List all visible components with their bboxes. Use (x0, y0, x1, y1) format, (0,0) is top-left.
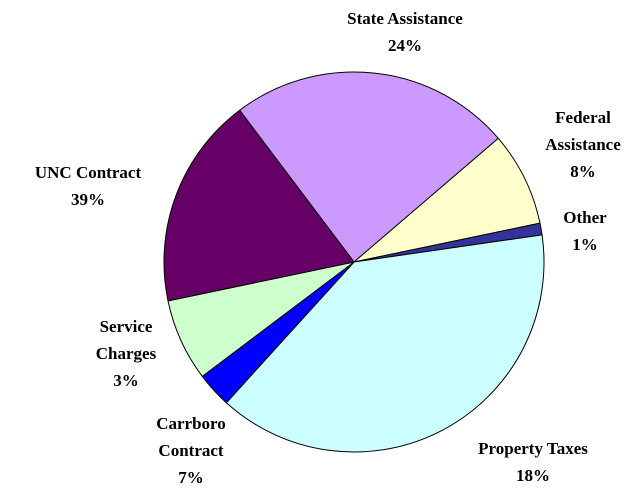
slice-label: Service Charges (95, 317, 157, 363)
slice-label: Federal Assistance (545, 108, 621, 154)
pie-slice (225, 234, 545, 453)
slice-label: 8% (570, 162, 596, 181)
pie-slice (163, 109, 355, 302)
slice-label: Property Taxes (478, 439, 588, 458)
slice-label: 3% (113, 371, 139, 390)
slice-label: State Assistance (347, 9, 463, 28)
slice-label: 18% (516, 466, 550, 485)
slice-label: Other (563, 208, 607, 227)
pie-slice (238, 71, 499, 263)
pie-slice (353, 137, 541, 263)
slice-label: UNC Contract (34, 163, 142, 182)
slice-label: 24% (388, 36, 422, 55)
slice-label: 39% (71, 190, 105, 209)
slice-label: Carrboro Contract (156, 414, 226, 460)
slice-label: 7% (178, 468, 204, 487)
slice-label: 1% (572, 235, 598, 254)
